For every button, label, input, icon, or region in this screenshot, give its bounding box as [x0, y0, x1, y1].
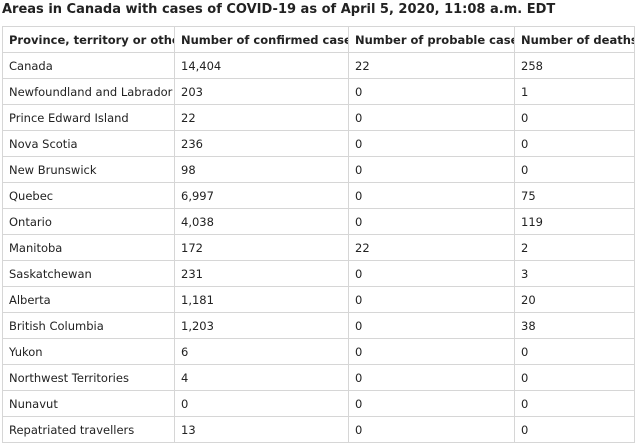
region-cell: Newfoundland and Labrador	[2, 78, 175, 105]
count-cell: 38	[514, 312, 635, 339]
region-cell: Manitoba	[2, 234, 175, 261]
region-cell: Nova Scotia	[2, 130, 175, 157]
count-cell: 0	[348, 416, 515, 443]
count-cell: 6,997	[174, 182, 349, 209]
table-row: Ontario 4,038 0 119	[2, 208, 635, 235]
header-cell: Province, territory or other	[2, 26, 175, 53]
table-row: New Brunswick 98 0 0	[2, 156, 635, 183]
count-cell: 4	[174, 364, 349, 391]
count-cell: 0	[348, 364, 515, 391]
count-cell: 22	[348, 234, 515, 261]
count-cell: 22	[174, 104, 349, 131]
count-cell: 0	[514, 104, 635, 131]
count-cell: 20	[514, 286, 635, 313]
region-cell: Ontario	[2, 208, 175, 235]
count-cell: 14,404	[174, 52, 349, 79]
region-cell: Northwest Territories	[2, 364, 175, 391]
table-body: Canada 14,404 22 258 Newfoundland and Labrad…	[2, 52, 635, 443]
count-cell: 236	[174, 130, 349, 157]
count-cell: 0	[348, 312, 515, 339]
count-cell: 0	[348, 286, 515, 313]
count-cell: 3	[514, 260, 635, 287]
region-cell: British Columbia	[2, 312, 175, 339]
count-cell: 0	[514, 130, 635, 157]
count-cell: 0	[514, 156, 635, 183]
count-cell: 0	[348, 260, 515, 287]
count-cell: 0	[514, 364, 635, 391]
header-cell: Number of deaths	[514, 26, 635, 53]
count-cell: 1,181	[174, 286, 349, 313]
count-cell: 2	[514, 234, 635, 261]
header-row: Province, territory or other Number of co…	[2, 26, 635, 53]
count-cell: 0	[348, 78, 515, 105]
table-row: Yukon 6 0 0	[2, 338, 635, 365]
cases-table: Province, territory or other Number of co…	[2, 26, 635, 443]
count-cell: 22	[348, 52, 515, 79]
count-cell: 0	[348, 156, 515, 183]
region-cell: New Brunswick	[2, 156, 175, 183]
region-cell: Nunavut	[2, 390, 175, 417]
header-cell: Number of confirmed cases	[174, 26, 349, 53]
region-cell: Quebec	[2, 182, 175, 209]
table-row: Newfoundland and Labrador 203 0 1	[2, 78, 635, 105]
table-row: Quebec 6,997 0 75	[2, 182, 635, 209]
table-row: Canada 14,404 22 258	[2, 52, 635, 79]
header-cell: Number of probable cases	[348, 26, 515, 53]
table-row: Nunavut 0 0 0	[2, 390, 635, 417]
count-cell: 98	[174, 156, 349, 183]
table-row: British Columbia 1,203 0 38	[2, 312, 635, 339]
count-cell: 0	[348, 182, 515, 209]
count-cell: 4,038	[174, 208, 349, 235]
count-cell: 0	[348, 338, 515, 365]
table-row: Northwest Territories 4 0 0	[2, 364, 635, 391]
count-cell: 119	[514, 208, 635, 235]
count-cell: 172	[174, 234, 349, 261]
table-row: Saskatchewan 231 0 3	[2, 260, 635, 287]
region-cell: Saskatchewan	[2, 260, 175, 287]
count-cell: 1	[514, 78, 635, 105]
table-row: Nova Scotia 236 0 0	[2, 130, 635, 157]
count-cell: 0	[348, 104, 515, 131]
count-cell: 231	[174, 260, 349, 287]
count-cell: 1,203	[174, 312, 349, 339]
region-cell: Alberta	[2, 286, 175, 313]
count-cell: 258	[514, 52, 635, 79]
table-row: Repatriated travellers 13 0 0	[2, 416, 635, 443]
table-title: Areas in Canada with cases of COVID-19 a…	[2, 2, 556, 17]
count-cell: 203	[174, 78, 349, 105]
count-cell: 6	[174, 338, 349, 365]
region-cell: Canada	[2, 52, 175, 79]
region-cell: Yukon	[2, 338, 175, 365]
region-cell: Repatriated travellers	[2, 416, 175, 443]
table-row: Alberta 1,181 0 20	[2, 286, 635, 313]
table-row: Prince Edward Island 22 0 0	[2, 104, 635, 131]
count-cell: 0	[348, 208, 515, 235]
count-cell: 0	[514, 390, 635, 417]
count-cell: 0	[348, 390, 515, 417]
count-cell: 0	[348, 130, 515, 157]
count-cell: 0	[514, 416, 635, 443]
table-row: Manitoba 172 22 2	[2, 234, 635, 261]
region-cell: Prince Edward Island	[2, 104, 175, 131]
count-cell: 13	[174, 416, 349, 443]
count-cell: 75	[514, 182, 635, 209]
count-cell: 0	[514, 338, 635, 365]
count-cell: 0	[174, 390, 349, 417]
